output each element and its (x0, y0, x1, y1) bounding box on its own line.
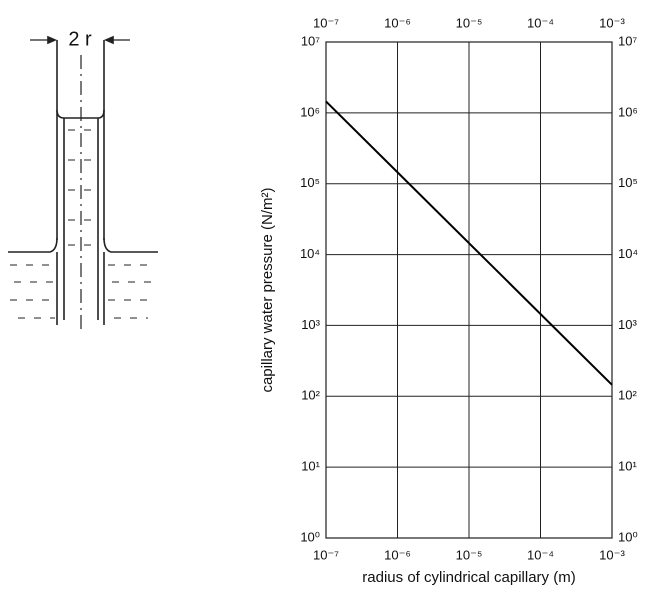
y-tick-label-right: 10⁵ (618, 175, 638, 190)
y-tick-label-right: 10⁰ (618, 529, 638, 544)
radius-label: 2 r (68, 28, 92, 50)
y-tick-label-right: 10⁴ (618, 246, 638, 261)
x-tick-label: 10⁻⁴ (527, 547, 554, 562)
y-tick-label: 10⁷ (301, 33, 320, 48)
y-tick-label: 10² (301, 388, 320, 403)
x-tick-label-top: 10⁻⁶ (384, 15, 411, 30)
x-axis-label: radius of cylindrical capillary (m) (362, 569, 575, 586)
y-axis-label: capillary water pressure (N/m²) (259, 187, 276, 392)
x-tick-label: 10⁻⁵ (456, 547, 483, 562)
x-tick-label-top: 10⁻³ (599, 15, 625, 30)
y-tick-label: 10¹ (301, 459, 320, 474)
figure: 2 r radius of cylindrical capillary (m) … (0, 0, 646, 594)
y-tick-label-right: 10¹ (618, 459, 637, 474)
y-tick-label: 10³ (301, 317, 320, 332)
y-tick-label: 10⁴ (300, 246, 320, 261)
y-tick-label: 10⁰ (300, 529, 320, 544)
x-tick-label-top: 10⁻⁵ (456, 15, 483, 30)
y-tick-label-right: 10² (618, 388, 637, 403)
y-tick-label-right: 10³ (618, 317, 637, 332)
y-tick-label: 10⁵ (300, 175, 320, 190)
capillary-diagram (8, 37, 158, 330)
x-tick-label: 10⁻⁶ (384, 547, 411, 562)
x-tick-label: 10⁻⁷ (313, 547, 339, 562)
x-tick-label: 10⁻³ (599, 547, 625, 562)
x-tick-label-top: 10⁻⁷ (313, 15, 339, 30)
y-tick-label-right: 10⁶ (618, 104, 638, 119)
x-tick-label-top: 10⁻⁴ (527, 15, 554, 30)
y-tick-label-right: 10⁷ (618, 33, 637, 48)
y-tick-label: 10⁶ (300, 104, 320, 119)
